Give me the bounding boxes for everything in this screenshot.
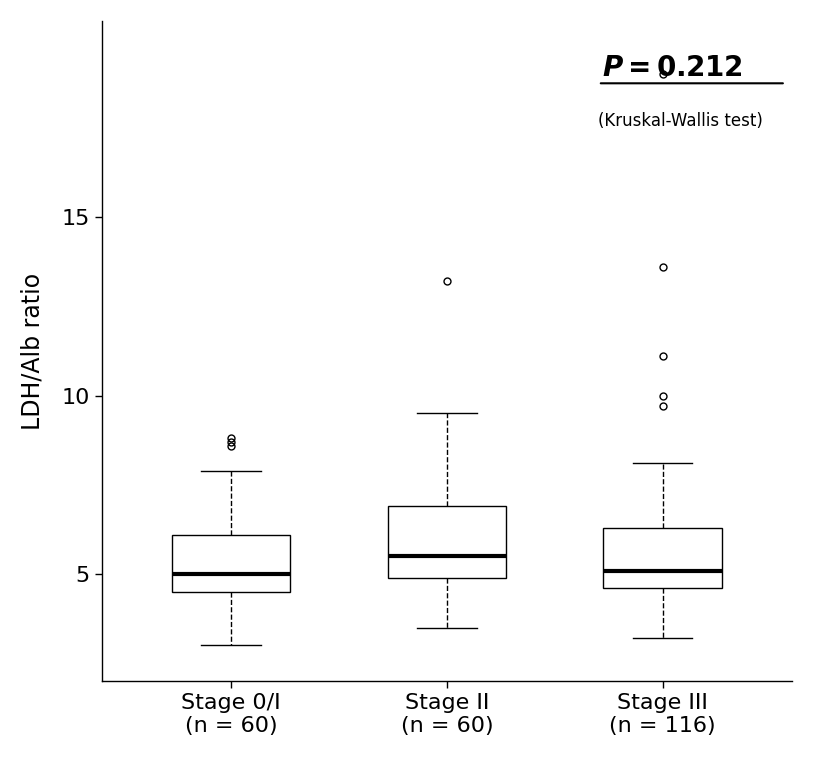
Text: (Kruskal-Wallis test): (Kruskal-Wallis test) bbox=[598, 112, 763, 130]
Text: $\bfit{P}$$\bf{ = 0.212}$: $\bfit{P}$$\bf{ = 0.212}$ bbox=[602, 54, 743, 82]
PathPatch shape bbox=[172, 534, 290, 592]
Y-axis label: LDH/Alb ratio: LDH/Alb ratio bbox=[21, 273, 45, 429]
PathPatch shape bbox=[388, 506, 506, 578]
PathPatch shape bbox=[603, 528, 722, 588]
